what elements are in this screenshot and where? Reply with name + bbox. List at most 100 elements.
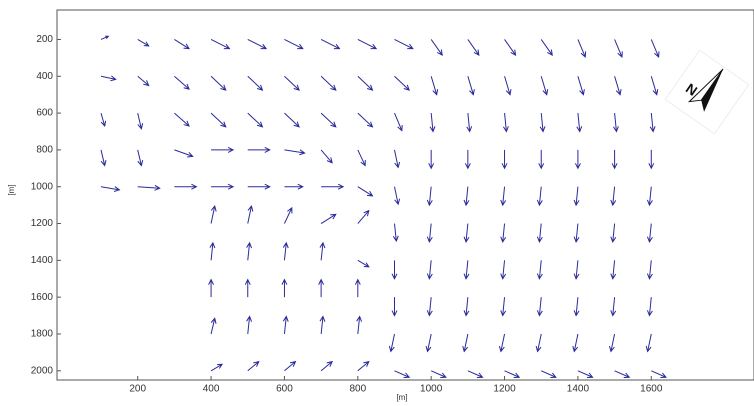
vector-arrow xyxy=(319,241,326,261)
plot-frame xyxy=(56,9,754,381)
vector-arrow xyxy=(281,278,288,298)
vector-arrow xyxy=(284,149,306,156)
vector-arrow xyxy=(318,278,325,298)
vector-arrow xyxy=(388,333,395,353)
vector-arrow xyxy=(394,112,403,132)
vector-arrow xyxy=(538,149,545,170)
vector-arrow xyxy=(284,75,300,91)
vector-arrow xyxy=(210,112,227,128)
compass: N xyxy=(664,49,750,135)
vector-arrow xyxy=(426,297,433,317)
x-axis-label: [m] xyxy=(396,393,407,402)
vector-arrow xyxy=(502,113,509,133)
vector-arrow xyxy=(247,360,260,372)
vector-arrow xyxy=(573,260,580,280)
vector-arrow xyxy=(576,113,583,133)
vector-arrow xyxy=(539,113,546,133)
vector-arrow xyxy=(247,39,268,50)
vector-arrow xyxy=(428,149,435,170)
vector-arrow xyxy=(426,186,433,207)
vector-arrow xyxy=(463,186,470,207)
vector-arrow xyxy=(425,333,432,353)
vector-arrow xyxy=(610,297,617,317)
vector-arrow xyxy=(357,39,378,50)
vector-arrow xyxy=(573,223,580,244)
vector-arrow xyxy=(320,75,337,91)
vector-arrow xyxy=(357,75,374,91)
vector-arrow xyxy=(500,260,507,280)
y-tick-label: 400 xyxy=(36,71,53,82)
vector-arrow xyxy=(573,297,580,317)
vector-arrow xyxy=(137,112,144,130)
vector-arrow xyxy=(541,370,557,379)
vector-arrow xyxy=(540,39,553,57)
vector-arrow xyxy=(357,360,370,372)
vector-arrow xyxy=(648,149,655,170)
y-tick-label: 1000 xyxy=(31,181,54,192)
x-tick-label: 400 xyxy=(203,384,220,395)
vector-arrow xyxy=(535,333,542,353)
vector-arrow xyxy=(282,315,289,335)
y-tick-label: 200 xyxy=(36,34,53,45)
vector-arrow xyxy=(357,259,370,268)
vector-arrow xyxy=(467,39,480,57)
vector-arrow xyxy=(244,278,251,298)
vector-arrow xyxy=(320,149,333,164)
vector-arrow xyxy=(501,149,508,170)
vector-arrow xyxy=(321,183,345,190)
vector-arrow xyxy=(649,113,656,133)
y-tick-label: 1200 xyxy=(31,218,54,229)
vector-arrow xyxy=(609,333,616,353)
vector-arrow xyxy=(357,149,366,167)
y-tick-label: 600 xyxy=(36,108,53,119)
vector-arrow xyxy=(210,75,227,91)
vector-arrow xyxy=(536,223,543,244)
vector-arrow xyxy=(536,186,543,207)
vector-arrow xyxy=(247,146,271,153)
vector-arrow xyxy=(536,297,543,317)
vector-arrow xyxy=(247,112,264,128)
vector-arrow xyxy=(463,260,470,280)
vector-arrow xyxy=(394,75,410,91)
vector-arrow xyxy=(354,278,361,298)
vector-arrow xyxy=(504,76,512,96)
vector-arrow xyxy=(466,113,473,133)
vector-arrow xyxy=(320,39,341,50)
vector-arrow xyxy=(357,112,374,128)
vector-arrow xyxy=(500,223,507,244)
vector-arrow xyxy=(283,206,293,224)
vector-arrow xyxy=(174,112,190,127)
vector-arrow xyxy=(577,370,594,379)
vector-arrow xyxy=(614,39,623,58)
x-tick-label: 800 xyxy=(349,384,366,395)
vector-arrow xyxy=(504,39,517,57)
vector-arrow xyxy=(467,370,484,379)
x-tick-label: 1200 xyxy=(493,384,516,395)
vector-arrow xyxy=(100,112,107,128)
vector-arrow xyxy=(467,76,475,96)
vector-arrow xyxy=(429,113,436,133)
vector-arrow xyxy=(320,213,337,224)
vector-arrow xyxy=(645,333,652,353)
vector-arrow xyxy=(392,223,399,243)
vector-arrow xyxy=(540,76,549,96)
vector-arrow xyxy=(246,315,253,335)
vector-arrow xyxy=(247,183,271,190)
vector-arrow xyxy=(209,241,216,261)
vector-arrow xyxy=(100,75,117,82)
y-tick-label: 2000 xyxy=(31,365,54,376)
x-tick-label: 1000 xyxy=(420,384,443,395)
y-tick-label: 1600 xyxy=(31,292,54,303)
vector-arrow xyxy=(650,39,660,58)
vector-arrow xyxy=(430,76,439,96)
vector-arrow xyxy=(650,76,659,96)
vector-arrow xyxy=(247,204,254,224)
y-tick-label: 800 xyxy=(36,145,53,156)
vector-arrow xyxy=(100,149,107,167)
vector-arrow xyxy=(100,35,110,40)
vector-arrow xyxy=(394,39,414,50)
vector-arrow xyxy=(210,317,217,335)
vector-arrow xyxy=(430,370,447,379)
vector-arrow xyxy=(536,260,543,280)
